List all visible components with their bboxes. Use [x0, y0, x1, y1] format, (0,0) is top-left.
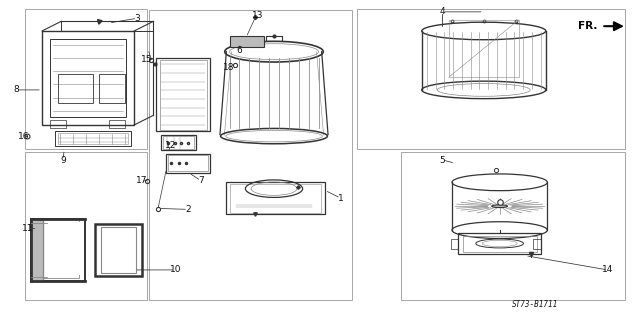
Bar [38, 222, 84, 275]
Bar [357, 9, 625, 149]
Bar [229, 184, 321, 213]
Bar [25, 152, 147, 300]
Bar [163, 136, 194, 149]
Text: 10: 10 [169, 265, 182, 275]
Bar [95, 224, 143, 276]
Bar [105, 229, 132, 271]
Bar [25, 9, 147, 149]
Bar [55, 131, 131, 146]
Bar [50, 39, 126, 117]
Bar [449, 20, 519, 77]
Bar [459, 233, 541, 254]
Text: 7: 7 [198, 176, 204, 185]
Bar [166, 154, 210, 173]
Text: 4: 4 [440, 7, 445, 16]
Text: 9: 9 [60, 156, 66, 164]
Bar [157, 58, 210, 131]
Bar [38, 219, 79, 278]
Bar [226, 182, 325, 214]
Text: 1: 1 [338, 194, 343, 203]
Bar [231, 36, 263, 46]
Ellipse shape [492, 205, 508, 208]
Text: 3: 3 [134, 14, 140, 23]
Bar [169, 155, 208, 172]
Bar [160, 60, 207, 130]
Text: ST73-B1711: ST73-B1711 [512, 300, 558, 308]
Text: 6: 6 [236, 45, 242, 55]
Bar [61, 21, 154, 31]
Bar [50, 120, 66, 128]
Text: 8: 8 [13, 85, 19, 94]
Bar [451, 239, 459, 249]
Bar [533, 239, 541, 249]
Text: 17: 17 [136, 176, 148, 185]
Bar [401, 152, 625, 300]
Text: 5: 5 [440, 156, 445, 164]
Text: 15: 15 [141, 55, 153, 64]
Bar [31, 219, 85, 281]
Bar [149, 10, 352, 300]
Text: 11: 11 [22, 224, 33, 233]
Text: 12: 12 [166, 141, 176, 150]
Text: 2: 2 [185, 205, 191, 214]
Bar [31, 219, 43, 281]
Bar [229, 36, 264, 47]
Text: FR.: FR. [578, 21, 597, 31]
Bar [99, 74, 125, 103]
Text: 18: 18 [222, 63, 234, 72]
Bar [463, 236, 536, 252]
Bar [109, 120, 125, 128]
Bar [42, 31, 134, 125]
Bar [58, 133, 128, 144]
Text: 14: 14 [602, 265, 613, 275]
Text: 13: 13 [252, 11, 264, 20]
Text: 16: 16 [18, 132, 29, 140]
Bar [161, 135, 196, 150]
Bar [58, 74, 93, 103]
Bar [101, 227, 136, 273]
